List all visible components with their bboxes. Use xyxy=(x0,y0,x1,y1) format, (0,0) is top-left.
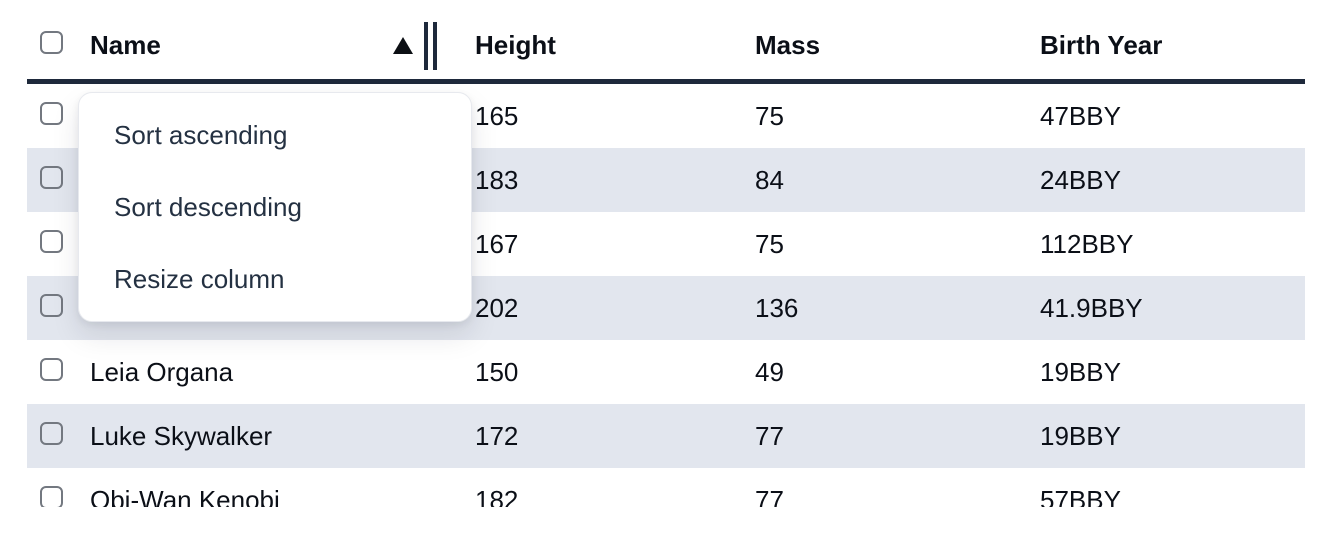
table-row: 165 75 47BBY xyxy=(27,84,1305,148)
cell-birth-year: 41.9BBY xyxy=(1040,292,1143,323)
row-checkbox-cell xyxy=(27,357,77,388)
table-row: Luke Skywalker 172 77 19BBY xyxy=(27,404,1305,468)
row-checkbox-cell xyxy=(27,485,77,507)
row-checkbox-cell xyxy=(27,165,77,196)
table-row: Leia Organa 150 49 19BBY xyxy=(27,340,1305,404)
column-header-height[interactable]: Height xyxy=(475,30,556,60)
cell-mass: 77 xyxy=(755,484,784,508)
cell-mass: 75 xyxy=(755,100,784,131)
row-checkbox[interactable] xyxy=(40,229,63,253)
row-checkbox-cell xyxy=(27,101,77,132)
cell-name: Obi-Wan Kenobi xyxy=(90,484,280,508)
cell-height: 183 xyxy=(475,164,519,195)
cell-birth-year: 112BBY xyxy=(1040,228,1134,259)
table-row: Obi-Wan Kenobi 182 77 57BBY xyxy=(27,468,1305,507)
cell-name: Luke Skywalker xyxy=(90,420,273,451)
cell-birth-year: 19BBY xyxy=(1040,356,1121,387)
column-header-name-label: Name xyxy=(90,30,161,60)
cell-height: 165 xyxy=(475,100,519,131)
row-checkbox[interactable] xyxy=(40,165,63,189)
table-header: Name Height Mass Birth Year xyxy=(27,0,1305,84)
row-checkbox-cell xyxy=(27,421,77,452)
cell-name: Leia Organa xyxy=(90,356,234,387)
cell-birth-year: 24BBY xyxy=(1040,164,1121,195)
row-checkbox[interactable] xyxy=(40,293,63,317)
cell-height: 202 xyxy=(475,292,519,323)
column-resize-handle[interactable] xyxy=(424,21,437,70)
row-checkbox[interactable] xyxy=(40,421,63,445)
menu-item-sort-ascending[interactable]: Sort ascending xyxy=(114,119,288,150)
row-checkbox[interactable] xyxy=(40,485,63,507)
column-header-mass[interactable]: Mass xyxy=(755,30,821,60)
cell-mass: 75 xyxy=(755,228,784,259)
menu-item-sort-descending[interactable]: Sort descending xyxy=(114,191,302,222)
select-all-checkbox[interactable] xyxy=(40,31,63,54)
cell-mass: 84 xyxy=(755,164,784,195)
cell-mass: 77 xyxy=(755,420,784,451)
cell-height: 150 xyxy=(475,356,519,387)
cell-height: 182 xyxy=(475,484,519,508)
row-checkbox-cell xyxy=(27,293,77,324)
column-header-birth-year[interactable]: Birth Year xyxy=(1040,30,1163,60)
cell-mass: 136 xyxy=(755,292,799,323)
cell-mass: 49 xyxy=(755,356,784,387)
menu-item-resize-column[interactable]: Resize column xyxy=(114,263,285,294)
row-checkbox-cell xyxy=(27,229,77,260)
cell-height: 172 xyxy=(475,420,519,451)
cell-height: 167 xyxy=(475,228,519,259)
column-header-name[interactable]: Name xyxy=(77,21,475,70)
table-row: 167 75 112BBY xyxy=(27,212,1305,276)
cell-birth-year: 47BBY xyxy=(1040,100,1121,131)
header-checkbox-cell xyxy=(27,30,77,61)
cell-birth-year: 19BBY xyxy=(1040,420,1121,451)
row-checkbox[interactable] xyxy=(40,357,63,381)
cell-birth-year: 57BBY xyxy=(1040,484,1121,508)
sort-ascending-icon xyxy=(393,37,413,54)
row-checkbox[interactable] xyxy=(40,101,63,125)
column-context-menu: Sort ascending Sort descending Resize co… xyxy=(78,92,472,322)
